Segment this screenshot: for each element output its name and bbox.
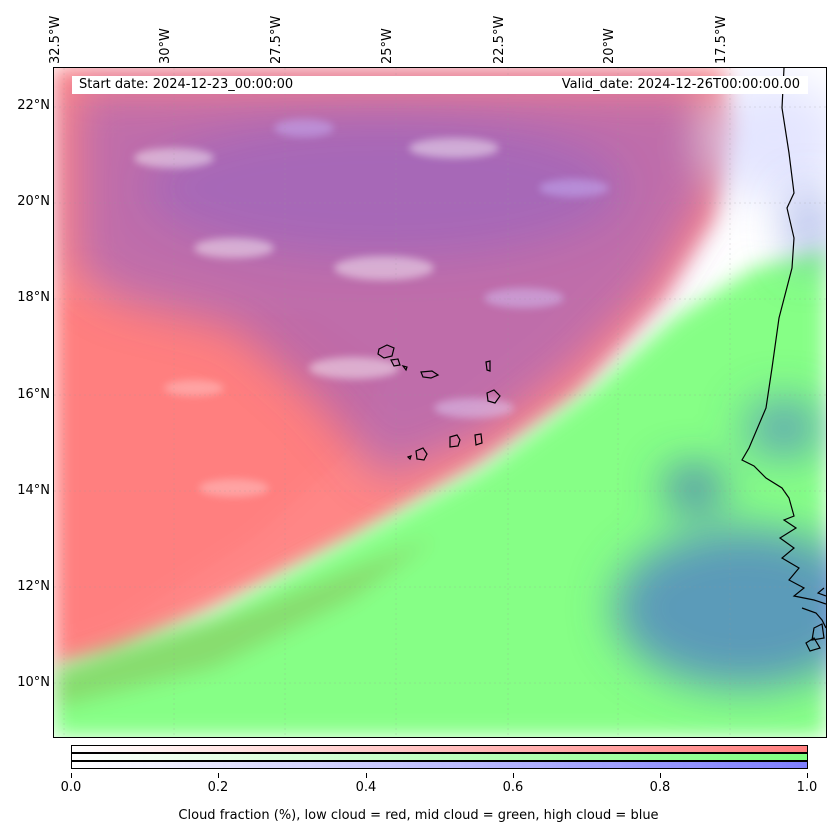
colorbar-tick xyxy=(807,773,808,778)
island-sao-nicolau xyxy=(420,370,440,379)
colorbar-tick xyxy=(71,773,72,778)
lon-label-32-5w: 32.5°W xyxy=(48,15,63,64)
lon-label-20w: 20°W xyxy=(602,28,617,64)
colorbar-tick xyxy=(218,773,219,778)
date-banner: Start date: 2024-12-23_00:00:00 Valid_da… xyxy=(72,76,808,94)
lat-label-12n: 12°N xyxy=(17,579,50,594)
valid-date-label: Valid_date: 2024-12-26T00:00:00.00 xyxy=(561,77,800,92)
lat-label-18n: 18°N xyxy=(17,290,50,305)
lat-label-22n: 22°N xyxy=(17,98,50,113)
cloud-fraction-map[interactable] xyxy=(53,67,827,738)
colorbar-low-cloud xyxy=(71,745,808,753)
island-sao-vicente xyxy=(390,358,401,367)
cape-verde-islands xyxy=(377,344,501,461)
start-date-label: Start date: 2024-12-23_00:00:00 xyxy=(79,77,294,92)
colorbar-caption: Cloud fraction (%), low cloud = red, mid… xyxy=(178,808,659,823)
colorbar-tick-label: 0.6 xyxy=(502,780,524,795)
coastline xyxy=(741,68,826,652)
colorbar-mid-cloud xyxy=(71,753,808,761)
colorbar-tick xyxy=(660,773,661,778)
colorbar-tick xyxy=(513,773,514,778)
colorbar-high-cloud xyxy=(71,761,808,769)
graticule xyxy=(54,68,826,737)
island-boa-vista xyxy=(486,389,501,404)
colorbar-tick-label: 0.4 xyxy=(355,780,377,795)
lat-label-10n: 10°N xyxy=(17,675,50,690)
island-santo-antao xyxy=(377,344,395,359)
lon-label-30w: 30°W xyxy=(158,28,173,64)
colorbar-tick-label: 0.0 xyxy=(60,780,82,795)
island-santa-luzia xyxy=(401,365,408,372)
lat-label-14n: 14°N xyxy=(17,483,50,498)
lon-label-27-5w: 27.5°W xyxy=(269,15,284,64)
island-santiago-fogo xyxy=(449,434,461,448)
island-maio xyxy=(474,433,483,446)
island-sal xyxy=(485,360,491,372)
colorbar-tick xyxy=(366,773,367,778)
colorbar-tick-label: 0.2 xyxy=(207,780,229,795)
lat-label-20n: 20°N xyxy=(17,194,50,209)
island-brava xyxy=(406,455,412,461)
lat-label-16n: 16°N xyxy=(17,387,50,402)
colorbar-tick-label: 0.8 xyxy=(649,780,671,795)
lon-label-25w: 25°W xyxy=(380,28,395,64)
lon-label-22-5w: 22.5°W xyxy=(492,15,507,64)
colorbar-tick-label: 1.0 xyxy=(796,780,818,795)
lon-label-17-5w: 17.5°W xyxy=(714,15,729,64)
island-fogo xyxy=(415,447,428,461)
